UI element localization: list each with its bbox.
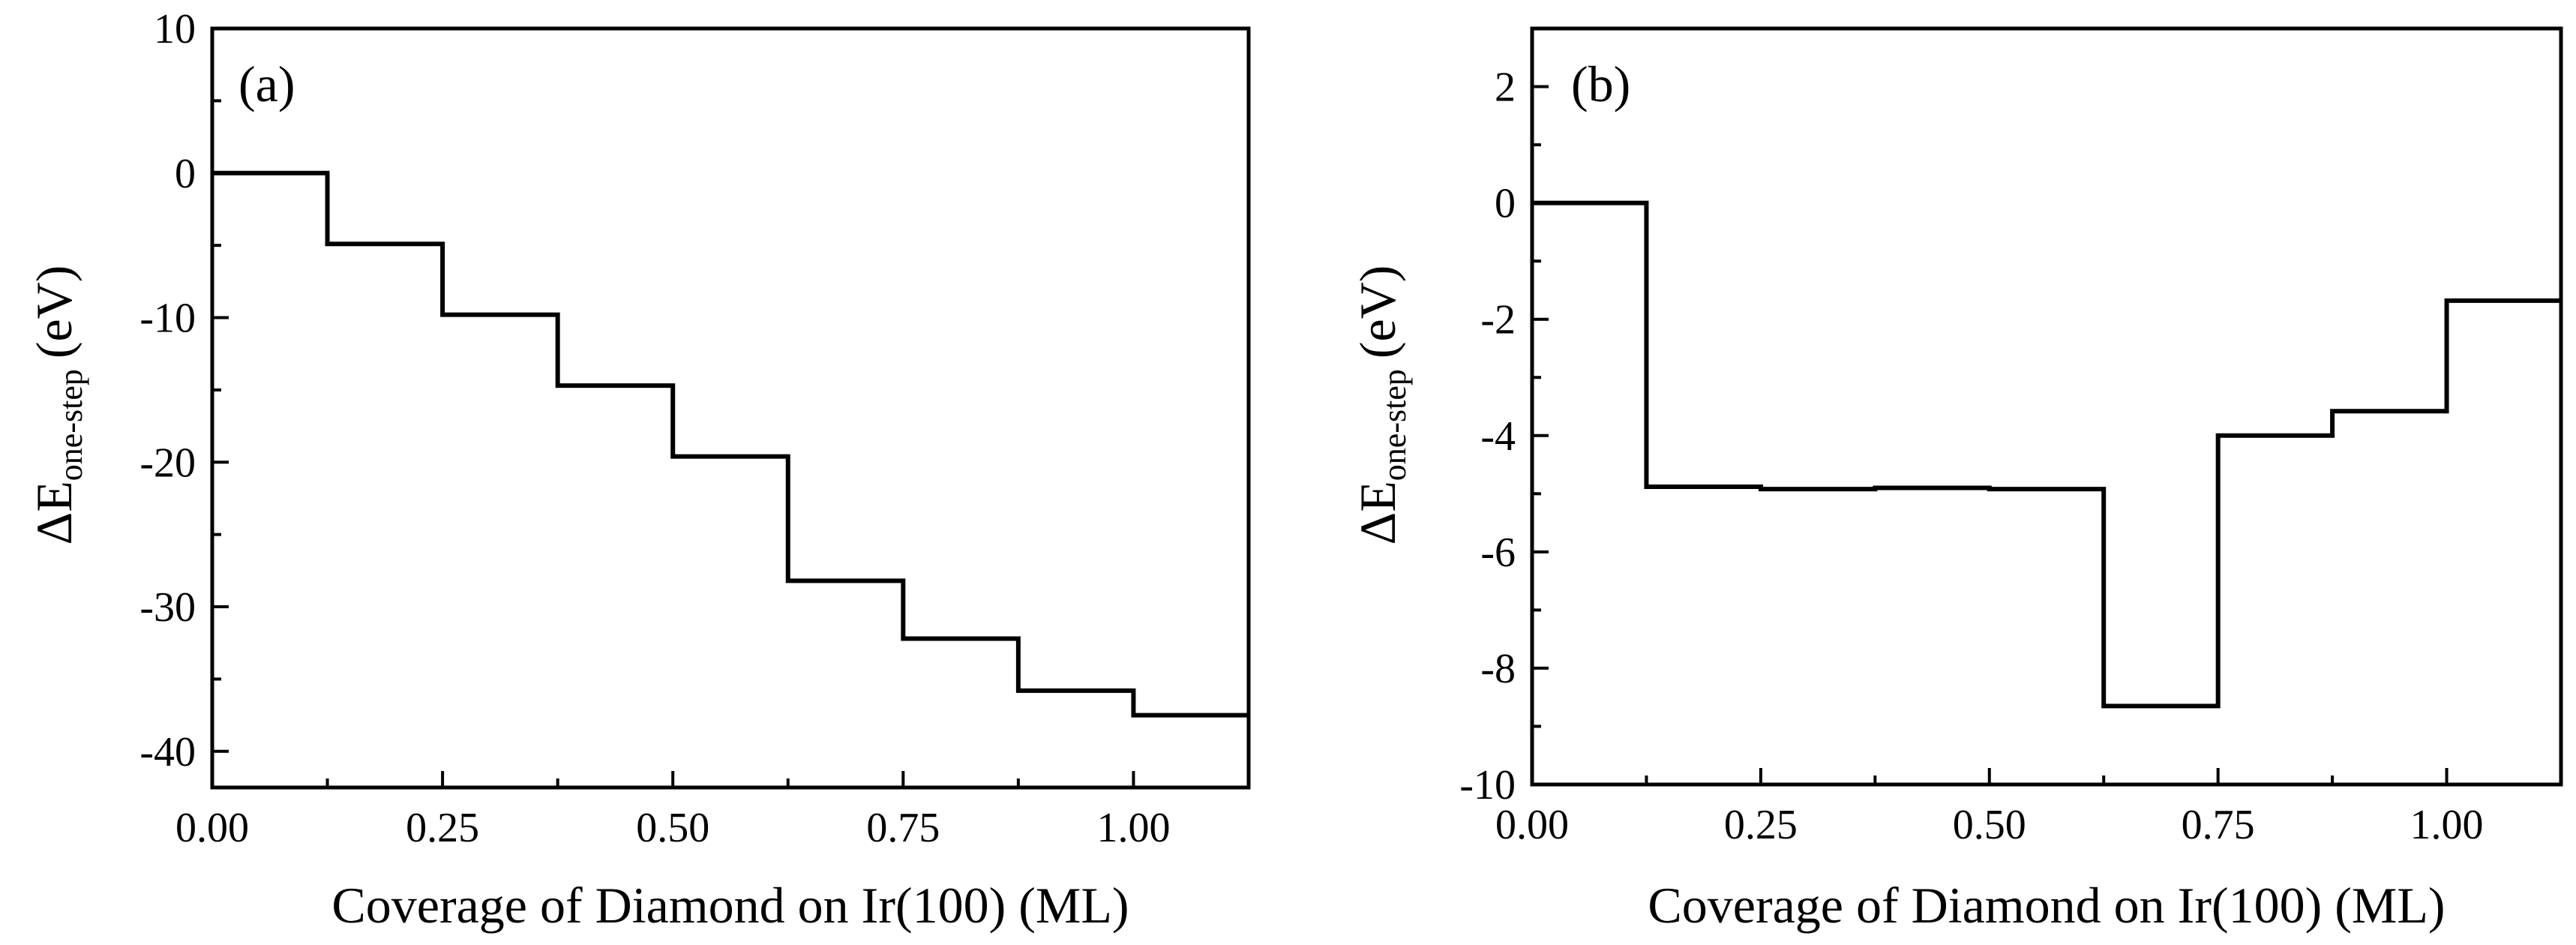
x-tick-label: 1.00: [2410, 802, 2484, 848]
panel-label: (a): [238, 56, 295, 112]
y-tick-label: -10: [139, 296, 196, 342]
x-tick-label: 0.00: [175, 805, 249, 851]
y-tick-label: -2: [1480, 297, 1516, 344]
y-tick-label: 10: [154, 6, 196, 52]
y-axis-label-subscript: one-step: [52, 369, 89, 481]
x-tick-label: 0.25: [1724, 802, 1798, 848]
y-tick-label: -30: [139, 584, 196, 631]
y-axis-label-subscript: one-step: [1376, 369, 1413, 481]
y-tick-label: -10: [1459, 762, 1516, 808]
x-tick-label: 0.75: [2182, 802, 2255, 848]
y-tick-label: 2: [1495, 64, 1516, 111]
x-tick-label: 1.00: [1096, 805, 1170, 851]
y-tick-label: -20: [139, 440, 196, 486]
y-axis-label-main: ΔE: [1349, 481, 1406, 544]
y-tick-label: 0: [1495, 181, 1516, 227]
x-axis-label: Coverage of Diamond on Ir(100) (ML): [331, 877, 1129, 934]
y-axis-label-unit: (eV): [25, 266, 82, 359]
y-tick-label: -40: [139, 729, 196, 776]
x-tick-label: 0.25: [406, 805, 479, 851]
y-axis-label: ΔEone-step (eV): [25, 266, 89, 545]
x-tick-label: 0.75: [866, 805, 940, 851]
panel-label: (b): [1571, 56, 1630, 112]
step-series-line: [1532, 200, 2561, 709]
plot-frame: [210, 26, 1251, 790]
y-tick-label: 0: [175, 151, 196, 197]
x-axis-label: Coverage of Diamond on Ir(100) (ML): [1648, 877, 2445, 934]
y-tick-label: -4: [1480, 413, 1516, 460]
step-series-line: [212, 170, 1249, 718]
x-tick-label: 0.00: [1495, 802, 1569, 848]
chart-panel-a: 0.00 0.25 0.50 0.75 1.00 10 0 -10 -20 -30 -40 Cover…: [25, 6, 1251, 934]
y-axis-label-main: ΔE: [25, 481, 82, 544]
x-tick-label: 0.50: [1953, 802, 2026, 848]
y-tick-label: -6: [1480, 530, 1516, 576]
y-axis-label: ΔEone-step (eV): [1349, 266, 1413, 545]
plot-frame: [1530, 26, 2563, 787]
x-tick-label: 0.50: [636, 805, 709, 851]
y-tick-label: -8: [1480, 646, 1516, 692]
chart-panel-b: 0.00 0.25 0.50 0.75 1.00 2 0 -2 -4 -6 -8 -10 Coverag…: [1349, 26, 2563, 934]
y-axis-label-unit: (eV): [1349, 266, 1406, 359]
